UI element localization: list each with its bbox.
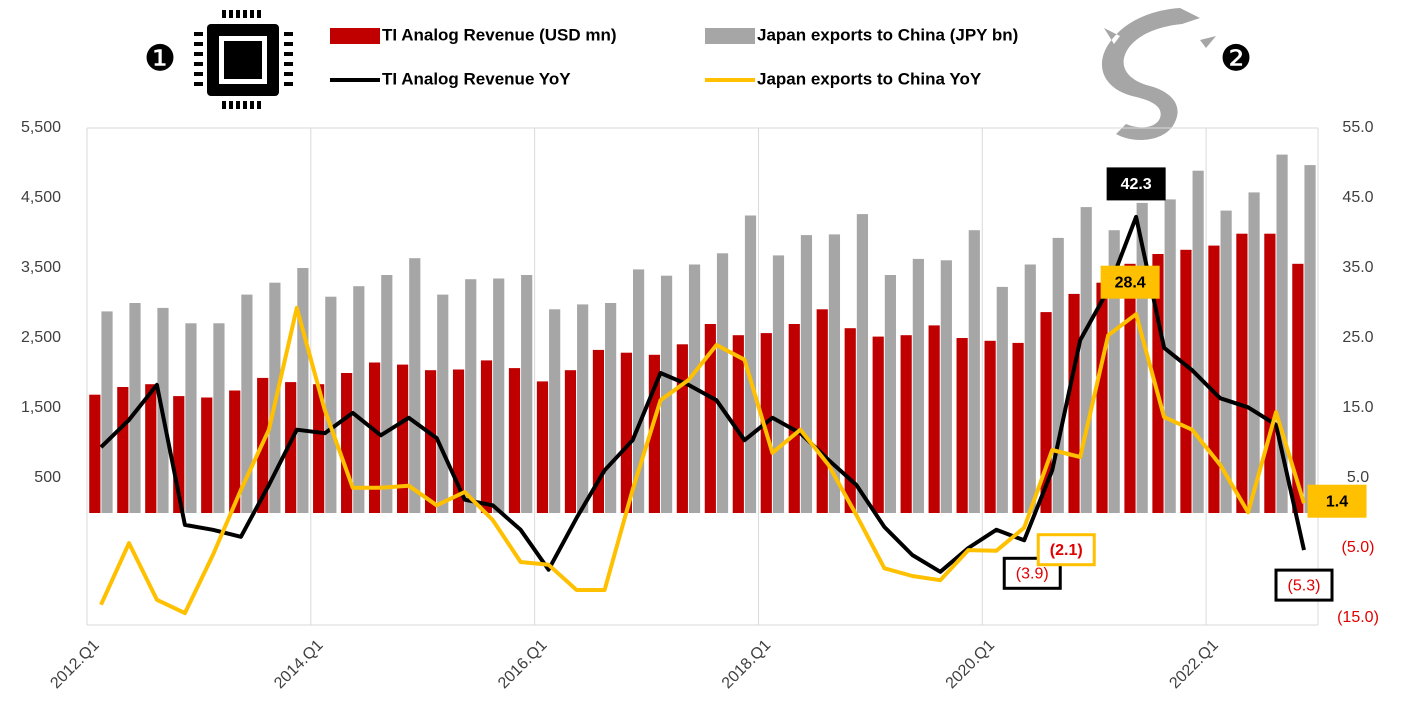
bar: [677, 344, 688, 513]
bar: [985, 341, 996, 513]
bar: [353, 286, 364, 513]
bar: [873, 337, 884, 513]
chip-icon: [194, 10, 293, 109]
bar: [437, 295, 448, 513]
data-label: (2.1): [1050, 542, 1083, 559]
y-tick-label: 500: [34, 469, 61, 486]
legend-label: Japan exports to China (JPY bn): [757, 25, 1018, 44]
bar: [929, 325, 940, 513]
x-tick-label: 2014.Q1: [271, 637, 327, 693]
bar: [1193, 171, 1204, 513]
legend-swatch: [705, 28, 755, 44]
bar: [493, 279, 504, 514]
y2-tick-label: 45.0: [1342, 189, 1373, 206]
bar: [717, 253, 728, 513]
bar: [789, 324, 800, 513]
bar: [1124, 264, 1135, 513]
bar: [117, 387, 128, 513]
y-tick-label: 3,500: [21, 259, 61, 276]
y-tick-label: 1,500: [21, 399, 61, 416]
bar: [913, 259, 924, 513]
bar: [521, 275, 532, 513]
bar: [885, 275, 896, 513]
bar: [145, 384, 156, 513]
bar: [605, 303, 616, 513]
bar: [297, 268, 308, 513]
y-tick-label: 5,500: [21, 119, 61, 136]
bar: [213, 323, 224, 513]
bar: [201, 398, 212, 514]
bar: [1236, 234, 1247, 513]
x-tick-label: 2012.Q1: [47, 637, 103, 693]
bar: [1264, 234, 1275, 513]
marker-2: ❷: [1220, 38, 1252, 79]
x-tick-label: 2018.Q1: [719, 637, 775, 693]
bar: [1053, 238, 1064, 513]
legend-label: TI Analog Revenue YoY: [382, 69, 571, 88]
x-tick-label: 2022.Q1: [1166, 637, 1222, 693]
bar: [941, 260, 952, 513]
y2-tick-label: (5.0): [1342, 539, 1375, 556]
y-tick-label: 2,500: [21, 329, 61, 346]
y2-tick-label: 35.0: [1342, 259, 1373, 276]
bar: [509, 368, 520, 513]
data-label: (3.9): [1016, 566, 1049, 583]
bar: [901, 335, 912, 513]
data-label: 28.4: [1115, 274, 1146, 291]
bar: [1025, 265, 1036, 514]
x-tick-label: 2020.Q1: [943, 637, 999, 693]
bar: [565, 370, 576, 513]
data-label: 42.3: [1121, 176, 1152, 193]
legend-label: Japan exports to China YoY: [757, 69, 982, 88]
bar: [381, 275, 392, 513]
dragon-icon: [1102, 8, 1216, 140]
bar: [465, 279, 476, 513]
bar: [773, 255, 784, 513]
y-tick-label: 4,500: [21, 189, 61, 206]
bar: [577, 304, 588, 513]
bar: [1096, 283, 1107, 513]
bar: [325, 297, 336, 513]
bar: [101, 311, 112, 513]
y2-tick-label: 55.0: [1342, 119, 1373, 136]
legend-swatch: [330, 28, 380, 44]
bar: [1068, 294, 1079, 513]
bar: [537, 381, 548, 513]
y2-tick-label: 15.0: [1342, 399, 1373, 416]
bar: [621, 353, 632, 513]
data-label: 1.4: [1326, 493, 1348, 510]
y2-tick-label: 5.0: [1347, 469, 1369, 486]
chart: ❶ ❷ 2012.Q1 2014.Q1 2016.Q1 2018.Q1 2020.Q1 2…: [0, 0, 1401, 704]
bar: [425, 370, 436, 513]
marker-1: ❶: [144, 38, 176, 79]
y2-tick-label: 25.0: [1342, 329, 1373, 346]
bar: [369, 363, 380, 514]
bar: [185, 323, 196, 513]
bar: [997, 287, 1008, 513]
y2-tick-label: (15.0): [1337, 609, 1379, 626]
bar: [1304, 165, 1315, 513]
bar: [857, 214, 868, 513]
bar: [969, 230, 980, 513]
legend-label: TI Analog Revenue (USD mn): [382, 25, 617, 44]
bar: [1180, 250, 1191, 513]
bar: [957, 338, 968, 513]
bar: [1248, 192, 1259, 513]
bar: [341, 373, 352, 513]
bar: [817, 309, 828, 513]
x-tick-label: 2016.Q1: [495, 637, 551, 693]
bar: [549, 309, 560, 513]
bar: [1208, 246, 1219, 513]
data-label: (5.3): [1288, 577, 1321, 594]
bar: [409, 258, 420, 513]
bar: [481, 360, 492, 513]
bar: [801, 235, 812, 513]
bar: [89, 395, 100, 513]
bar: [1081, 207, 1092, 513]
bar: [1012, 343, 1023, 513]
bar: [397, 365, 408, 513]
